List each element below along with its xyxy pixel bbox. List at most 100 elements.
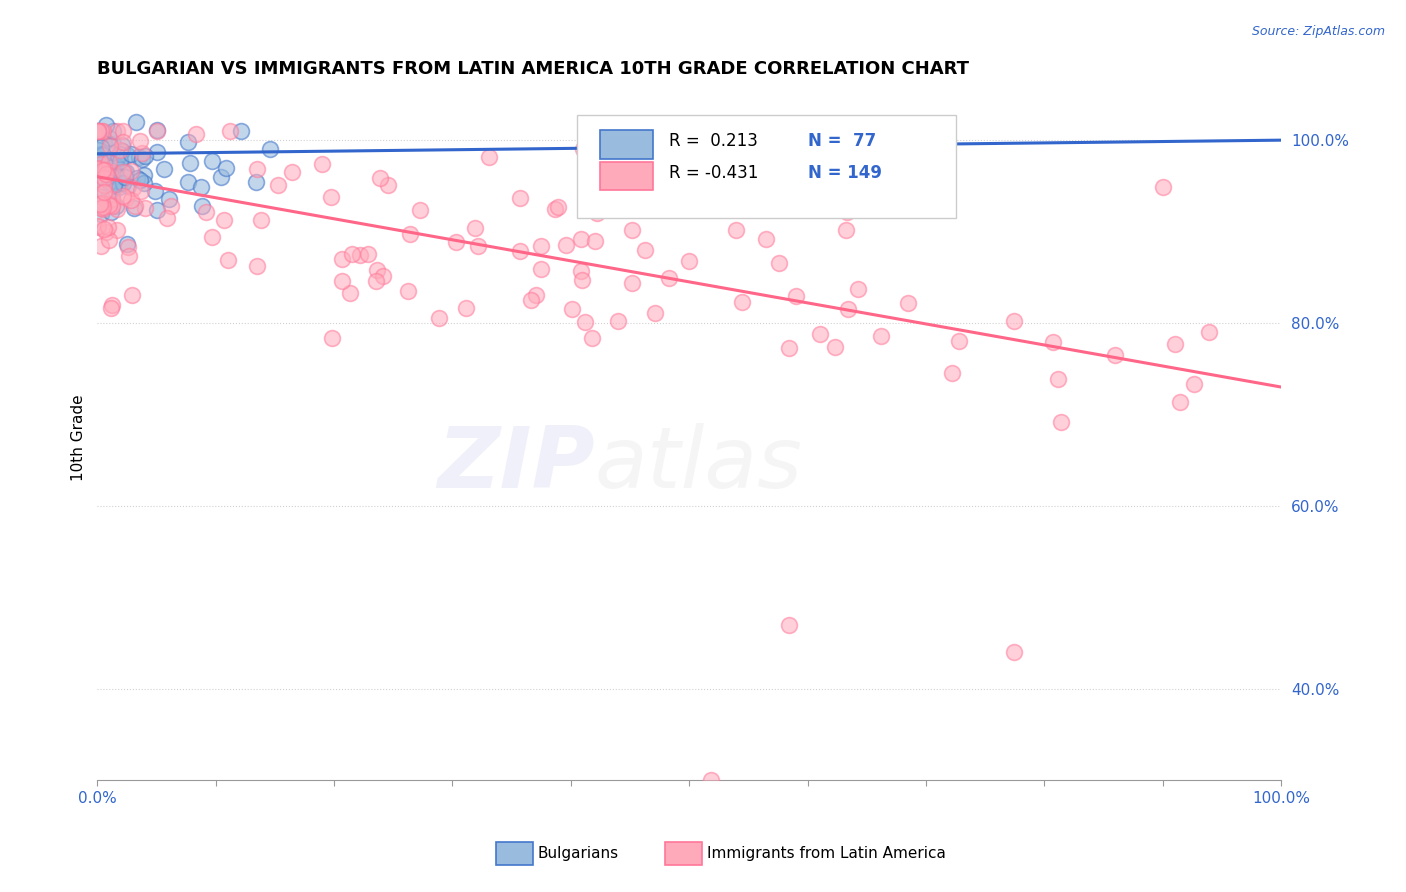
Point — [201, 230, 224, 244]
Point — [105, 202, 128, 216]
Point — [100, 205, 122, 219]
Point — [778, 341, 800, 355]
Point — [371, 268, 394, 283]
Point — [160, 198, 183, 212]
Point — [246, 161, 269, 176]
Point — [427, 310, 450, 325]
Point — [368, 170, 391, 185]
Point — [215, 161, 238, 175]
Point — [246, 259, 269, 273]
Point — [105, 199, 128, 213]
Point — [349, 248, 371, 262]
Point — [1164, 336, 1187, 351]
Point — [107, 169, 129, 184]
Point — [97, 175, 120, 189]
Point — [186, 127, 208, 141]
Point — [101, 199, 124, 213]
Point — [117, 249, 139, 263]
Point — [90, 157, 112, 171]
Point — [87, 143, 110, 157]
Point — [108, 180, 131, 194]
Point — [124, 115, 146, 129]
Point — [108, 165, 131, 179]
Point — [245, 175, 267, 189]
Point — [127, 171, 149, 186]
Point — [90, 147, 112, 161]
Point — [311, 157, 333, 171]
Point — [91, 200, 114, 214]
Point — [87, 219, 110, 234]
Point — [1049, 415, 1071, 429]
Point — [114, 166, 136, 180]
Point — [115, 236, 138, 251]
Point — [366, 273, 388, 287]
Point — [87, 161, 110, 175]
Point — [87, 124, 110, 138]
Point — [530, 262, 553, 277]
Point — [129, 184, 152, 198]
Point — [177, 135, 200, 149]
Point — [195, 204, 218, 219]
Point — [114, 169, 136, 184]
Point — [101, 192, 124, 206]
Point — [87, 124, 110, 138]
Point — [91, 148, 114, 162]
FancyBboxPatch shape — [600, 130, 652, 159]
Point — [94, 118, 117, 132]
Point — [104, 160, 127, 174]
Point — [409, 203, 432, 218]
Point — [332, 274, 354, 288]
Point — [778, 617, 800, 632]
Point — [1198, 325, 1220, 339]
Point — [98, 175, 121, 189]
Point — [250, 213, 273, 227]
Point — [606, 314, 628, 328]
Point — [134, 149, 156, 163]
Point — [89, 161, 111, 175]
Point — [520, 293, 543, 307]
Text: N =  77: N = 77 — [807, 132, 876, 150]
Point — [93, 176, 115, 190]
Point — [98, 197, 121, 211]
Point — [105, 154, 128, 169]
Point — [145, 122, 167, 136]
Point — [90, 202, 112, 216]
Point — [177, 175, 200, 189]
Point — [478, 150, 501, 164]
Point — [97, 170, 120, 185]
Point — [574, 315, 596, 329]
Point — [1182, 376, 1205, 391]
Point — [145, 202, 167, 217]
Point — [110, 154, 132, 169]
Point — [217, 253, 239, 268]
Point — [124, 199, 146, 213]
Point — [846, 282, 869, 296]
Point — [97, 220, 120, 235]
Point — [190, 199, 212, 213]
Point — [87, 124, 110, 138]
Point — [330, 252, 353, 267]
Point — [377, 178, 399, 192]
Point — [543, 202, 565, 217]
Point — [547, 200, 569, 214]
Point — [110, 175, 132, 189]
Point — [87, 219, 110, 234]
FancyBboxPatch shape — [600, 161, 652, 191]
Point — [120, 193, 142, 207]
Point — [156, 211, 179, 225]
Point — [117, 240, 139, 254]
Point — [108, 147, 131, 161]
Point — [87, 171, 110, 186]
Point — [87, 124, 110, 138]
Text: Source: ZipAtlas.com: Source: ZipAtlas.com — [1251, 25, 1385, 38]
Point — [91, 163, 114, 178]
Text: R = -0.431: R = -0.431 — [669, 163, 758, 182]
Point — [90, 161, 112, 176]
Point — [112, 136, 135, 150]
Point — [101, 298, 124, 312]
Point — [93, 202, 115, 217]
Point — [94, 162, 117, 177]
Point — [117, 178, 139, 193]
Point — [115, 148, 138, 162]
Point — [571, 142, 593, 156]
